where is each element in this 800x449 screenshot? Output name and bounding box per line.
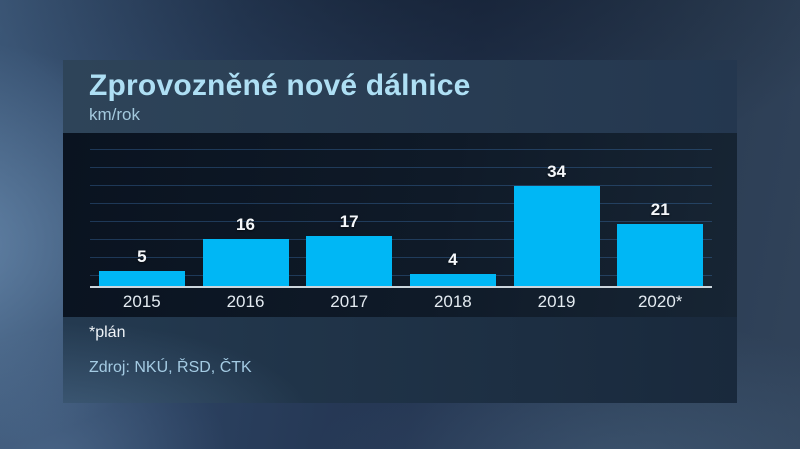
- x-axis-label: 2020*: [637, 292, 683, 311]
- plot-area: 5 16 17 4 34 21 2015 2016 2017 2018 2019 2020*: [63, 133, 737, 317]
- bar: [513, 186, 600, 286]
- bar-value-label: 34: [547, 162, 566, 181]
- plan-footnote: *plán: [89, 324, 126, 341]
- chart-header: Zprovozněné nové dálnice km/rok: [63, 60, 737, 133]
- x-axis-label: 2015: [122, 292, 161, 311]
- x-axis-label: 2019: [537, 292, 576, 311]
- bar-value-label: 16: [236, 215, 255, 234]
- chart-title: Zprovozněné nové dálnice: [89, 69, 471, 102]
- bar: [306, 236, 393, 286]
- chart-unit-label: km/rok: [89, 105, 140, 124]
- bar: [98, 271, 185, 286]
- x-axis-label: 2018: [433, 292, 472, 311]
- x-axis-label: 2016: [226, 292, 265, 311]
- x-axis-line: [90, 286, 712, 288]
- chart-panel: Zprovozněné nové dálnice km/rok 5 16 17 4 34…: [63, 60, 737, 403]
- source-credit: Zdroj: NKÚ, ŘSD, ČTK: [89, 359, 252, 376]
- bar-group: 4: [401, 133, 505, 286]
- bar-value-label: 17: [339, 212, 359, 231]
- gridlines: [90, 149, 712, 287]
- bar-group: 34: [505, 133, 609, 286]
- bar-group: 16: [194, 133, 298, 286]
- bars-row: 5 16 17 4 34 21: [90, 133, 712, 286]
- x-axis-label: 2017: [330, 292, 369, 311]
- bar-group: 17: [297, 133, 401, 286]
- bar-value-label: 21: [650, 200, 670, 219]
- x-axis-labels: 2015 2016 2017 2018 2019 2020*: [90, 292, 712, 312]
- bar-value-label: 4: [448, 250, 458, 269]
- bar-group: 21: [608, 133, 712, 286]
- chart-footer: *plán Zdroj: NKÚ, ŘSD, ČTK: [63, 317, 737, 403]
- bar: [202, 239, 289, 286]
- bar: [617, 224, 704, 286]
- bar-group: 5: [90, 133, 194, 286]
- bar-value-label: 5: [137, 247, 147, 266]
- bar: [409, 274, 496, 286]
